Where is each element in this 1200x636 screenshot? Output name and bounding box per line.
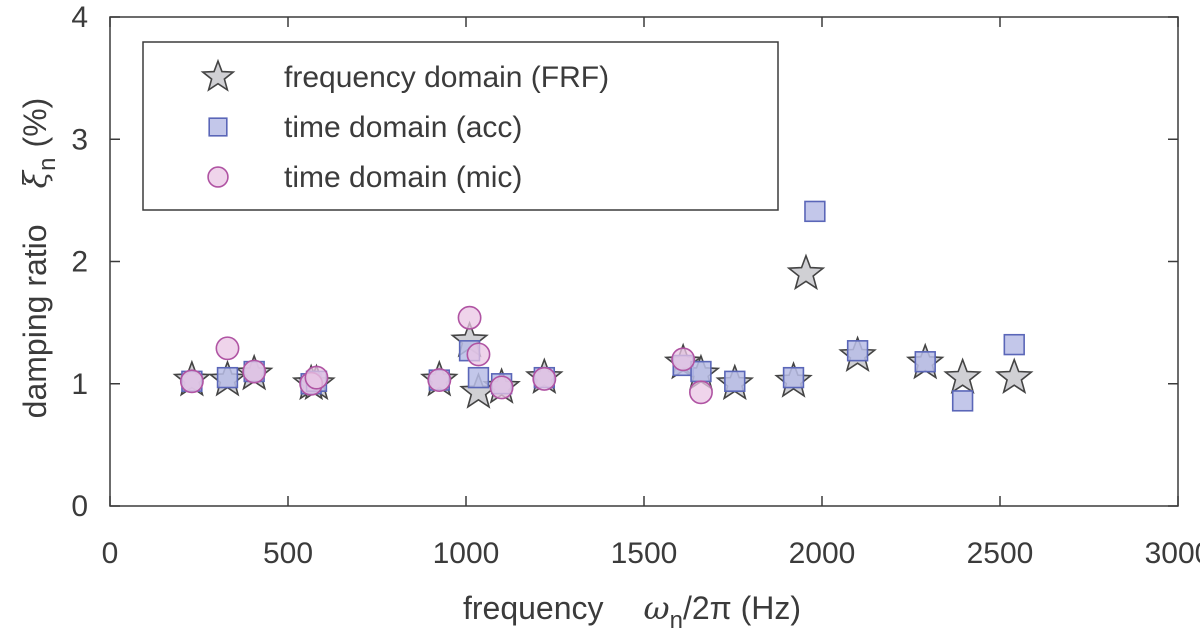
x-tick-label: 1500 <box>611 537 678 570</box>
data-point-circle <box>466 342 491 367</box>
legend-box <box>142 41 779 211</box>
x-tick-label: 1000 <box>433 537 500 570</box>
data-point-circle <box>532 366 557 391</box>
legend: frequency domain (FRF) time domain (acc) t… <box>142 41 779 211</box>
x-axis-label-suffix: /2π (Hz) <box>683 590 801 626</box>
data-point-star <box>786 253 826 291</box>
data-point-circle <box>689 380 713 405</box>
x-tick-label: 0 <box>102 537 119 570</box>
series-circle <box>179 305 713 405</box>
x-tick-label: 500 <box>263 537 313 570</box>
data-point-star <box>943 357 982 395</box>
data-point-circle <box>215 336 240 361</box>
y-tick-label: 4 <box>71 1 88 34</box>
data-point-square <box>846 340 869 362</box>
y-tick-label: 0 <box>71 490 88 523</box>
legend-marker-star <box>200 58 236 92</box>
x-axis-label: frequency ωn/2π (Hz) <box>463 589 801 634</box>
y-axis-label-prefix: damping ratio <box>17 224 53 418</box>
legend-entry: time domain (mic) <box>207 161 522 194</box>
legend-label: frequency domain (FRF) <box>284 61 609 94</box>
legend-marker-circle <box>207 166 229 188</box>
y-tick-label: 2 <box>71 246 88 279</box>
data-point-star <box>994 357 1034 395</box>
y-axis-label-suffix: (%) <box>17 98 53 148</box>
data-point-circle <box>489 375 514 400</box>
data-point-circle <box>671 347 696 372</box>
data-point-square <box>804 200 826 223</box>
legend-label: time domain (acc) <box>284 111 522 144</box>
y-tick-label: 1 <box>71 368 88 401</box>
data-point-square <box>1003 333 1025 356</box>
data-point-square <box>690 360 712 383</box>
legend-label: time domain (mic) <box>284 161 522 194</box>
legend-entry: time domain (acc) <box>208 111 522 144</box>
data-point-circle <box>179 369 204 394</box>
plot-marks <box>172 200 1034 412</box>
data-point-circle <box>304 365 329 390</box>
y-axis-label-subscript: n <box>34 157 61 170</box>
x-axis-label-subscript: n <box>670 607 683 634</box>
x-axis-label-symbol: ω <box>644 589 670 627</box>
y-axis-label-symbol: ξ <box>16 169 54 188</box>
legend-entry: frequency domain (FRF) <box>200 58 609 94</box>
x-tick-label: 2500 <box>967 537 1034 570</box>
data-point-square <box>216 366 239 389</box>
y-tick-label: 3 <box>71 123 88 156</box>
data-point-square <box>951 390 974 412</box>
data-point-square <box>782 366 805 389</box>
data-point-circle <box>242 359 267 384</box>
y-axis-label: damping ratio ξn (%) <box>16 98 61 419</box>
x-axis-label-prefix: frequency <box>463 590 604 626</box>
data-point-square <box>724 370 746 393</box>
data-point-circle <box>427 368 452 393</box>
data-point-square <box>467 366 490 389</box>
legend-marker-square <box>208 117 228 137</box>
data-point-square <box>914 351 936 373</box>
x-tick-label: 2000 <box>789 537 856 570</box>
data-point-circle <box>457 305 482 330</box>
